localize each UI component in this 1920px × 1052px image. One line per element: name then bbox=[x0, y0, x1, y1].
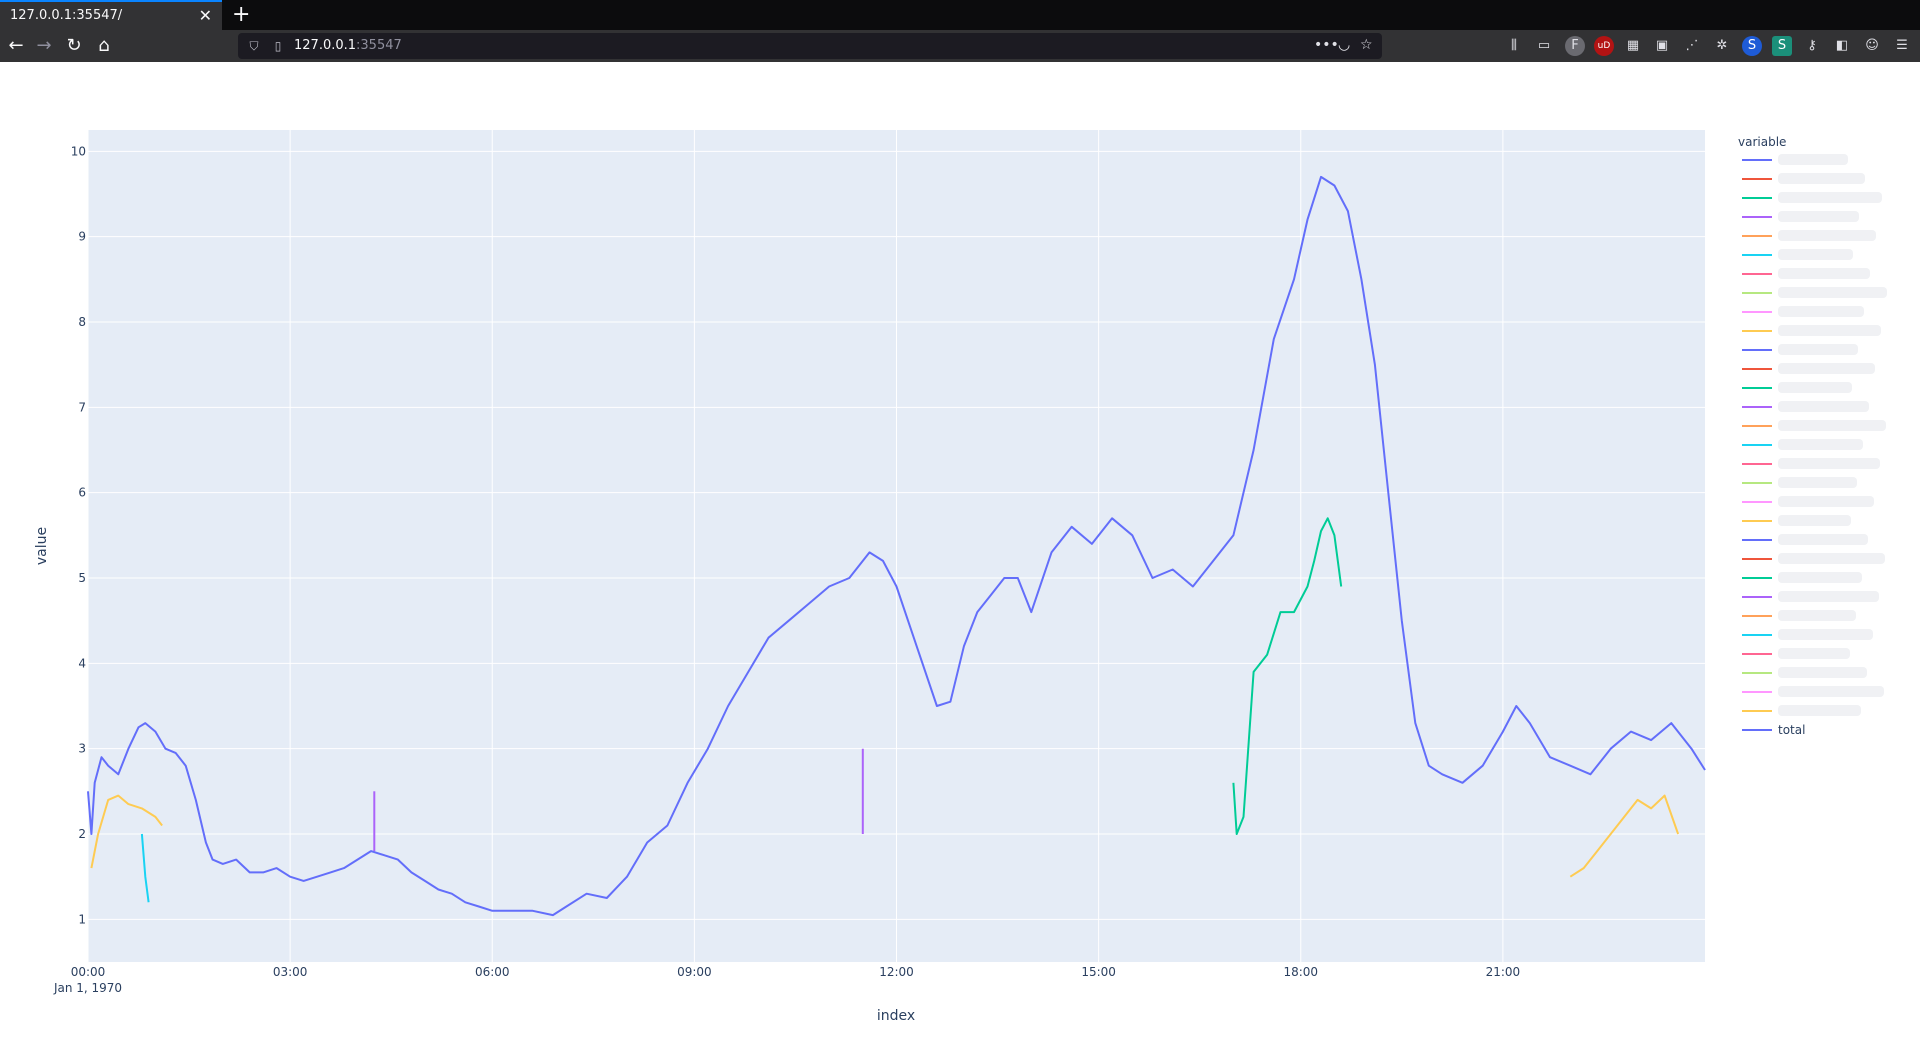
y-tick-label: 3 bbox=[78, 742, 86, 756]
tick-labels: 1 2 3 4 5 6 7 8 9 10 00:00 03:00 06:00 09:00 12:00 15:0… bbox=[53, 144, 1520, 995]
legend: total bbox=[1742, 154, 1887, 737]
legend-label-blurred[interactable] bbox=[1778, 705, 1861, 716]
new-tab-icon[interactable]: + bbox=[232, 2, 251, 27]
x-tick-label: 06:00 bbox=[475, 965, 510, 979]
legend-label-blurred[interactable] bbox=[1778, 230, 1876, 241]
y-tick-label: 4 bbox=[78, 656, 86, 670]
back-arrow-icon[interactable]: ← bbox=[8, 35, 24, 56]
star-icon[interactable]: ☆ bbox=[1360, 37, 1373, 53]
url-bar[interactable]: ⛉ ▯ 127.0.0.1:35547 ••• ◡ ☆ bbox=[238, 33, 1382, 59]
y-tick-label: 10 bbox=[71, 144, 86, 158]
legend-label-blurred[interactable] bbox=[1778, 629, 1873, 640]
pocket-icon[interactable]: ◡ bbox=[1338, 37, 1351, 53]
legend-label-blurred[interactable] bbox=[1778, 534, 1868, 545]
x-tick-label: 15:00 bbox=[1081, 965, 1116, 979]
legend-label-blurred[interactable] bbox=[1778, 363, 1875, 374]
series-line bbox=[87, 175, 1706, 917]
share-extension-icon[interactable]: ⋰ bbox=[1685, 38, 1699, 53]
reload-icon[interactable]: ↻ bbox=[66, 35, 82, 56]
legend-label-blurred[interactable] bbox=[1778, 610, 1856, 621]
legend-label-blurred[interactable] bbox=[1778, 553, 1885, 564]
grid-lines bbox=[87, 130, 1705, 962]
y-tick-label: 5 bbox=[78, 571, 86, 585]
y-tick-label: 9 bbox=[78, 230, 86, 244]
series-line bbox=[1232, 517, 1343, 835]
y-tick-label: 2 bbox=[78, 827, 86, 841]
legend-label-blurred[interactable] bbox=[1778, 344, 1858, 355]
series-layer bbox=[87, 175, 1706, 917]
translate-extension-icon[interactable]: ◧ bbox=[1835, 38, 1849, 53]
legend-label-blurred[interactable] bbox=[1778, 325, 1881, 336]
legend-label-blurred[interactable] bbox=[1778, 439, 1863, 450]
extension-f-icon[interactable]: F bbox=[1565, 36, 1585, 56]
x-tick-label: 12:00 bbox=[879, 965, 914, 979]
sidebar-icon[interactable]: ▭ bbox=[1537, 38, 1551, 53]
legend-label-blurred[interactable] bbox=[1778, 268, 1870, 279]
legend-label-total[interactable]: total bbox=[1778, 723, 1805, 737]
legend-label-blurred[interactable] bbox=[1778, 686, 1884, 697]
legend-label-blurred[interactable] bbox=[1778, 306, 1864, 317]
legend-label-blurred[interactable] bbox=[1778, 154, 1848, 165]
s-square-extension-icon[interactable]: S bbox=[1772, 36, 1792, 56]
y-tick-label: 6 bbox=[78, 486, 86, 500]
legend-label-blurred[interactable] bbox=[1778, 496, 1874, 507]
notification-extension-icon[interactable]: ▣ bbox=[1655, 38, 1669, 53]
grid-extension-icon[interactable]: ▦ bbox=[1626, 38, 1640, 53]
series-line bbox=[140, 833, 150, 903]
legend-label-blurred[interactable] bbox=[1778, 515, 1851, 526]
y-tick-label: 1 bbox=[78, 912, 86, 926]
menu-icon[interactable]: ☰ bbox=[1896, 38, 1908, 53]
x-tick-sublabel: Jan 1, 1970 bbox=[53, 981, 122, 995]
close-tab-icon[interactable]: ✕ bbox=[198, 6, 212, 25]
legend-label-blurred[interactable] bbox=[1778, 249, 1853, 260]
shield-icon[interactable]: ⛉ bbox=[249, 39, 259, 53]
x-tick-label: 09:00 bbox=[677, 965, 712, 979]
browser-tab[interactable]: 127.0.0.1:35547/ ✕ bbox=[0, 0, 222, 30]
url-port: :35547 bbox=[356, 38, 402, 53]
forward-arrow-icon[interactable]: → bbox=[36, 35, 52, 56]
library-icon[interactable]: ⫼ bbox=[1511, 38, 1517, 53]
key-extension-icon[interactable]: ⚷ bbox=[1807, 38, 1817, 53]
legend-label-blurred[interactable] bbox=[1778, 572, 1862, 583]
url-host: 127.0.0.1 bbox=[294, 38, 357, 53]
ublock-icon[interactable]: uD bbox=[1594, 36, 1614, 56]
y-axis-title: value bbox=[34, 527, 50, 565]
y-tick-label: 8 bbox=[78, 315, 86, 329]
legend-label-blurred[interactable] bbox=[1778, 401, 1869, 412]
face-extension-icon[interactable]: ☺ bbox=[1865, 38, 1879, 53]
home-icon[interactable]: ⌂ bbox=[98, 35, 110, 56]
page-icon: ▯ bbox=[274, 39, 282, 53]
legend-label-blurred[interactable] bbox=[1778, 192, 1882, 203]
puzzle-extension-icon[interactable]: ✲ bbox=[1716, 38, 1728, 53]
x-tick-label: 00:00 bbox=[71, 965, 106, 979]
legend-label-blurred[interactable] bbox=[1778, 287, 1887, 298]
legend-label-blurred[interactable] bbox=[1778, 667, 1867, 678]
y-tick-label: 7 bbox=[78, 400, 86, 414]
legend-title: variable bbox=[1738, 135, 1786, 149]
legend-label-blurred[interactable] bbox=[1778, 211, 1859, 222]
x-axis-title: index bbox=[877, 1008, 915, 1024]
navigation-toolbar: ← → ↻ ⌂ ⛉ ▯ 127.0.0.1:35547 ••• ◡ ☆ ⫼ ▭ … bbox=[0, 30, 1920, 62]
s-extension-icon[interactable]: S bbox=[1742, 36, 1762, 56]
url-text[interactable]: 127.0.0.1:35547 bbox=[294, 38, 402, 53]
legend-label-blurred[interactable] bbox=[1778, 420, 1886, 431]
tab-title: 127.0.0.1:35547/ bbox=[10, 8, 123, 23]
tab-bar: 127.0.0.1:35547/ ✕ + bbox=[0, 0, 1920, 30]
more-icon[interactable]: ••• bbox=[1314, 37, 1339, 53]
legend-label-blurred[interactable] bbox=[1778, 648, 1850, 659]
line-chart: 1 2 3 4 5 6 7 8 9 10 00:00 03:00 06:00 09:00 12:00 15:0… bbox=[34, 130, 1887, 1024]
x-tick-label: 18:00 bbox=[1283, 965, 1318, 979]
legend-label-blurred[interactable] bbox=[1778, 382, 1852, 393]
x-tick-label: 03:00 bbox=[273, 965, 308, 979]
legend-label-blurred[interactable] bbox=[1778, 458, 1880, 469]
legend-label-blurred[interactable] bbox=[1778, 173, 1865, 184]
series-line bbox=[90, 794, 163, 869]
legend-label-blurred[interactable] bbox=[1778, 477, 1857, 488]
series-line bbox=[1569, 794, 1680, 878]
legend-label-blurred[interactable] bbox=[1778, 591, 1879, 602]
x-tick-label: 21:00 bbox=[1486, 965, 1521, 979]
